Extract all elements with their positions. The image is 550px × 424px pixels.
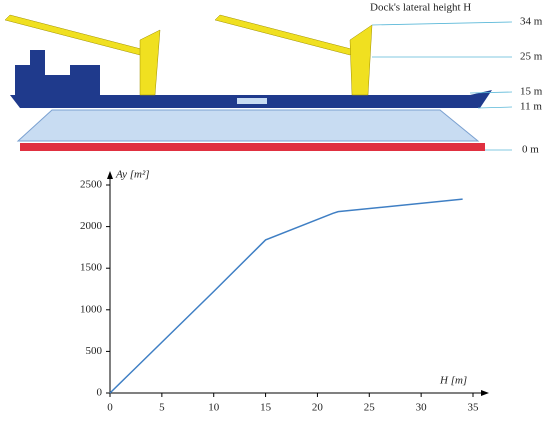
x-axis-label: H [m]: [439, 375, 467, 387]
y-axis-label: Ay [m²]: [115, 169, 150, 181]
x-tick-label: 15: [260, 402, 272, 414]
crane: [139, 29, 161, 96]
ship-diagram: Dock's lateral height H 34 m 25 m 15 m 1…: [4, 2, 543, 156]
dock: [16, 109, 480, 142]
x-tick-label: 20: [312, 402, 324, 414]
x-tick-label: 25: [364, 402, 376, 414]
level-line: [469, 91, 513, 94]
y-tick-label: 1000: [80, 303, 103, 315]
level-label: 25 m: [520, 51, 543, 63]
y-tick-label: 2500: [80, 179, 103, 191]
x-tick-label: 0: [107, 402, 113, 414]
level-label: 11 m: [520, 101, 542, 113]
y-tick-label: 500: [86, 345, 103, 357]
diagram-title: Dock's lateral height H: [370, 2, 471, 14]
level-line: [477, 106, 513, 109]
x-tick-label: 5: [159, 402, 165, 414]
level-label: 34 m: [520, 16, 543, 28]
level-line: [371, 21, 513, 26]
level-label: 0 m: [522, 144, 539, 156]
superstructure: [15, 50, 100, 95]
level-label: 15 m: [520, 86, 543, 98]
x-tick-label: 10: [208, 402, 220, 414]
crane: [349, 24, 373, 96]
dock-base: [20, 143, 485, 151]
x-tick-label: 35: [468, 402, 480, 414]
data-line: [109, 198, 463, 394]
y-tick-label: 2000: [80, 220, 103, 232]
x-tick-label: 30: [416, 402, 428, 414]
y-tick-label: 0: [97, 387, 103, 399]
arrow: [107, 171, 113, 179]
y-tick-label: 1500: [80, 262, 103, 274]
crane-arm: [4, 14, 146, 56]
window: [237, 98, 267, 104]
arrow: [481, 390, 489, 396]
chart: Ay [m²] H [m]: [115, 169, 467, 387]
crane-arm: [214, 14, 356, 56]
